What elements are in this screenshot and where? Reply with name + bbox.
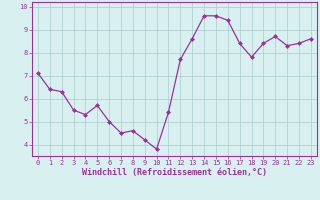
X-axis label: Windchill (Refroidissement éolien,°C): Windchill (Refroidissement éolien,°C) (82, 168, 267, 177)
